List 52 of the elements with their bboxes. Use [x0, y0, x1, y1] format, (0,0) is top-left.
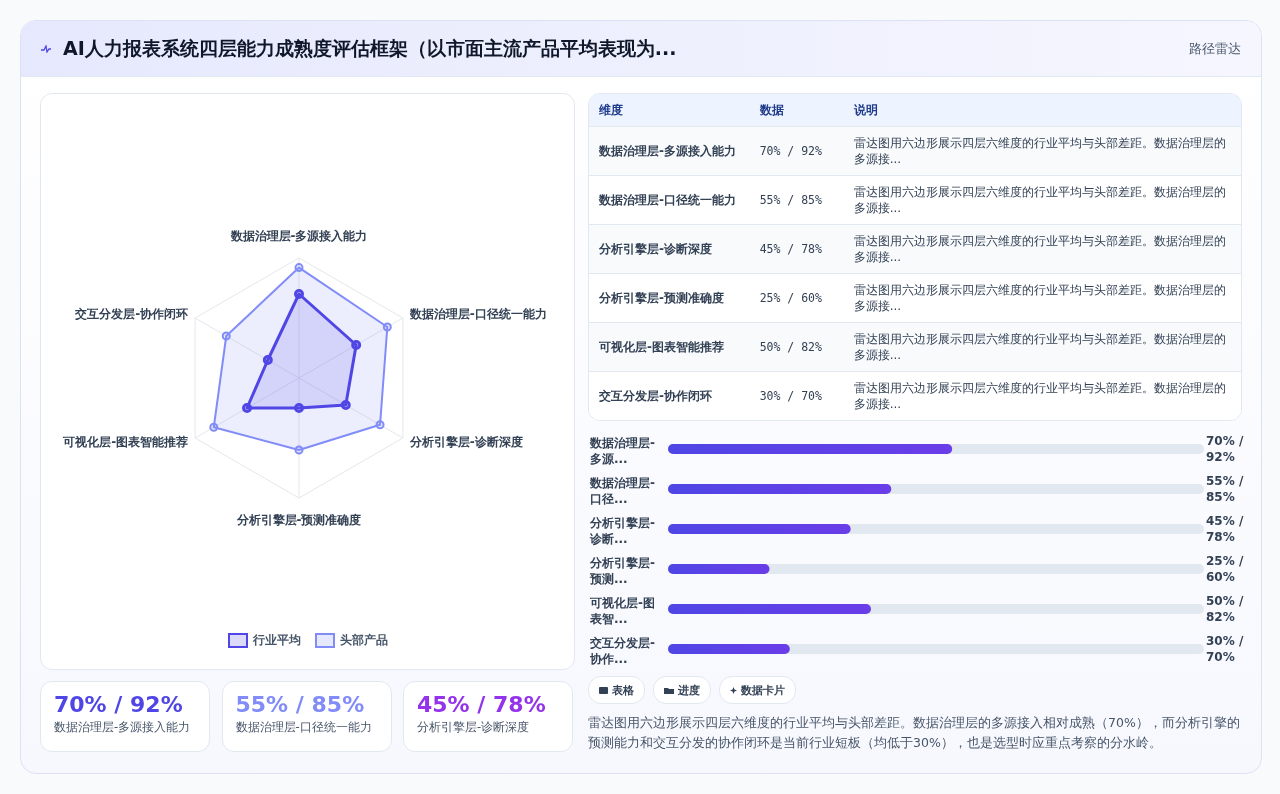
text: 数据卡片: [719, 676, 796, 704]
spoke-label: 可视化层-图表智能推荐: [62, 434, 189, 449]
text: 70% / 92%: [54, 692, 183, 717]
data-label: 70% / 92%: [1206, 434, 1244, 464]
data-label: 45% / 78%: [1206, 514, 1244, 544]
bar: [668, 644, 790, 654]
category-label: 数据治理层-多源接入能力: [54, 720, 192, 735]
text: 70% / 92%: [758, 142, 823, 160]
y-tick-label: 数据治理层-多源...: [589, 436, 655, 466]
y-tick-label: 可视化层-图表智...: [589, 596, 655, 626]
text: 45% / 78%: [758, 240, 823, 258]
text: 雷达图用六边形展示四层六维度的行业平均与头部差距。数据治理层的多源接...: [852, 330, 1227, 364]
data-label: 30% / 70%: [1206, 634, 1244, 664]
text: 雷达图用六边形展示四层六维度的行业平均与头部差距。数据治理层的多源接...: [852, 183, 1227, 217]
category-label: 分析引擎层-诊断深度: [417, 720, 531, 735]
spoke-label: 交互分发层-协作闭环: [74, 306, 189, 321]
data-label: 25% / 60%: [1206, 554, 1244, 584]
text: 55% / 85%: [235, 692, 365, 717]
text: 30% / 70%: [758, 387, 823, 405]
y-tick-label: 数据治理层-口径...: [589, 476, 655, 506]
spoke-label: 分析引擎层-预测准确度: [235, 512, 362, 527]
legend-label: 行业平均: [251, 632, 301, 649]
text: 分析引擎层-诊断深度: [598, 240, 713, 258]
data-label: 50% / 82%: [1206, 594, 1244, 624]
text: 雷达图用六边形展示四层六维度的行业平均与头部差距。数据治理层的多源接入相对成熟（70%），而分析引擎的预测能力和交互分发的协作闭环是当前行业短板（均低于30%），也是选型时应重点考察的分水岭。: [588, 714, 1241, 752]
text: 分析引擎层-预测准确度: [598, 289, 725, 307]
text: 55% / 85%: [758, 191, 823, 209]
text: AI人力报表系统四层能力成熟度评估框架（以市面主流产品平均表现为...: [63, 35, 677, 61]
text: 数据治理层-口径统一能力: [598, 191, 737, 209]
text: 雷达图用六边形展示四层六维度的行业平均与头部差距。数据治理层的多源接...: [852, 379, 1227, 413]
text: 可视化层-图表智能推荐: [598, 338, 725, 356]
category-label: 数据治理层-口径统一能力: [235, 720, 373, 735]
text: 45% / 78%: [417, 692, 546, 717]
text: 25% / 60%: [758, 289, 823, 307]
text: 表格: [588, 676, 645, 704]
y-tick-label: 分析引擎层-预测...: [589, 556, 655, 586]
text: 雷达图用六边形展示四层六维度的行业平均与头部差距。数据治理层的多源接...: [852, 232, 1227, 266]
text: 路径雷达: [1189, 39, 1241, 58]
spoke-label: 分析引擎层-诊断深度: [408, 434, 523, 449]
spoke-label: 数据治理层-口径统一能力: [408, 306, 547, 321]
text: 雷达图用六边形展示四层六维度的行业平均与头部差距。数据治理层的多源接...: [852, 281, 1227, 315]
y-tick-label: 分析引擎层-诊断...: [589, 516, 655, 546]
text: 雷达图用六边形展示四层六维度的行业平均与头部差距。数据治理层的多源接...: [852, 134, 1227, 168]
data-label: 55% / 85%: [1206, 474, 1244, 504]
text: 交互分发层-协作闭环: [598, 387, 713, 405]
bar: [668, 564, 770, 574]
spoke-label: 数据治理层-多源接入能力: [229, 228, 368, 243]
legend-label: 头部产品: [338, 632, 388, 649]
text: 进度: [653, 676, 711, 704]
text: 数据治理层-多源接入能力: [598, 142, 737, 160]
y-tick-label: 交互分发层-协作...: [589, 636, 655, 666]
text: 50% / 82%: [758, 338, 823, 356]
